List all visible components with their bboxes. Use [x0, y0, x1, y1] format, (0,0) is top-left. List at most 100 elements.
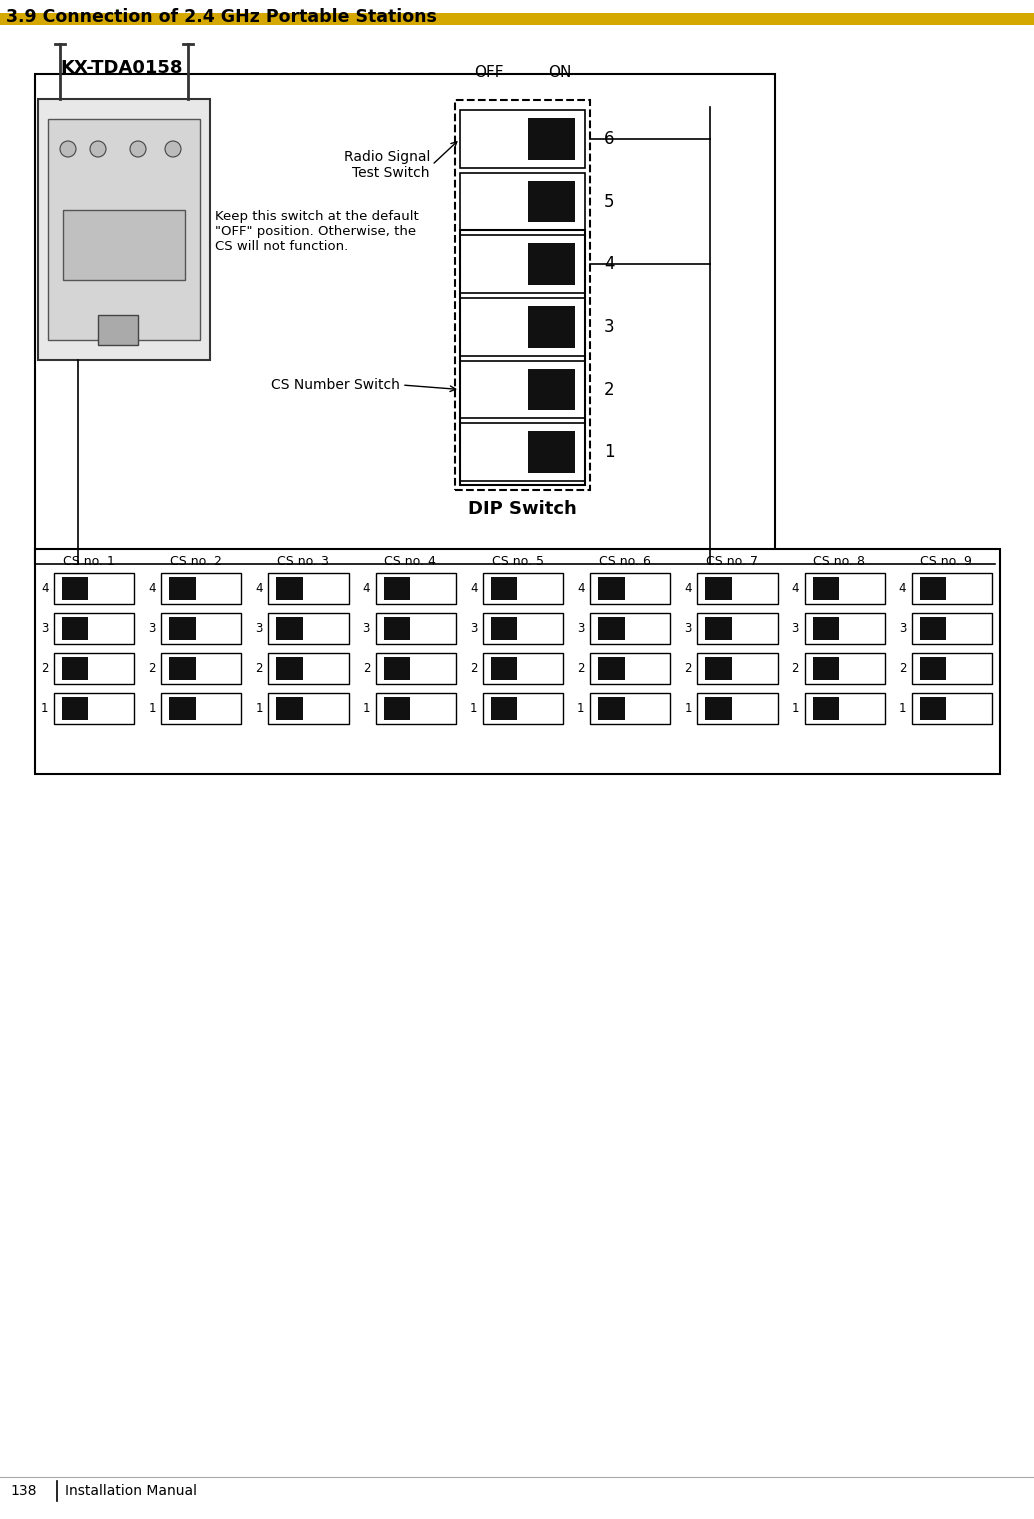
Text: 4: 4: [41, 582, 49, 595]
Bar: [170, 617, 195, 639]
Text: CS no. 4: CS no. 4: [385, 554, 436, 568]
Text: 2: 2: [685, 662, 692, 674]
Bar: [697, 653, 778, 684]
Bar: [912, 573, 992, 605]
Text: DIP Switch: DIP Switch: [468, 500, 577, 518]
Bar: [161, 653, 242, 684]
Bar: [54, 573, 134, 605]
Bar: [375, 573, 456, 605]
Bar: [491, 658, 517, 679]
Text: 4: 4: [899, 582, 906, 595]
Text: CS no. 1: CS no. 1: [63, 554, 115, 568]
Bar: [590, 573, 670, 605]
Circle shape: [130, 141, 146, 156]
Bar: [705, 697, 732, 720]
Bar: [54, 614, 134, 644]
Bar: [48, 118, 200, 340]
Text: 1: 1: [899, 702, 906, 715]
Bar: [527, 118, 575, 159]
Text: Radio Signal
Test Switch: Radio Signal Test Switch: [343, 150, 430, 181]
Bar: [38, 99, 210, 360]
Text: 2: 2: [792, 662, 799, 674]
Bar: [375, 614, 456, 644]
Text: 5: 5: [604, 193, 614, 211]
Text: 4: 4: [363, 582, 370, 595]
Text: 2: 2: [255, 662, 263, 674]
Bar: [460, 360, 585, 418]
Bar: [98, 314, 138, 345]
Text: 4: 4: [577, 582, 584, 595]
Text: 3: 3: [255, 621, 263, 635]
Bar: [705, 577, 732, 600]
Bar: [590, 653, 670, 684]
Bar: [590, 614, 670, 644]
Text: 1: 1: [577, 702, 584, 715]
Bar: [705, 658, 732, 679]
Text: 3: 3: [41, 621, 49, 635]
Bar: [460, 424, 585, 482]
Text: 138: 138: [10, 1484, 36, 1498]
Circle shape: [90, 141, 107, 156]
Bar: [813, 577, 839, 600]
Bar: [276, 658, 303, 679]
Circle shape: [165, 141, 181, 156]
Bar: [483, 653, 564, 684]
Bar: [483, 573, 564, 605]
Bar: [170, 658, 195, 679]
Text: 1: 1: [604, 444, 614, 462]
Bar: [375, 693, 456, 725]
Bar: [697, 693, 778, 725]
Bar: [62, 577, 89, 600]
Bar: [590, 693, 670, 725]
Bar: [697, 614, 778, 644]
Bar: [276, 697, 303, 720]
Bar: [804, 653, 885, 684]
Text: 4: 4: [148, 582, 156, 595]
Bar: [804, 693, 885, 725]
Bar: [54, 693, 134, 725]
Text: 1: 1: [792, 702, 799, 715]
Bar: [491, 577, 517, 600]
Bar: [0, 14, 1034, 24]
Bar: [35, 548, 1000, 775]
Text: 2: 2: [363, 662, 370, 674]
Bar: [912, 693, 992, 725]
Bar: [598, 617, 625, 639]
Bar: [483, 614, 564, 644]
Bar: [161, 614, 242, 644]
Bar: [813, 697, 839, 720]
Text: 4: 4: [685, 582, 692, 595]
Circle shape: [60, 141, 77, 156]
Text: Keep this switch at the default
"OFF" position. Otherwise, the
CS will not funct: Keep this switch at the default "OFF" po…: [215, 210, 419, 254]
Text: 1: 1: [41, 702, 49, 715]
Bar: [491, 617, 517, 639]
Text: CS no. 3: CS no. 3: [277, 554, 329, 568]
Bar: [35, 74, 776, 564]
Bar: [460, 173, 585, 231]
Text: 3: 3: [604, 317, 614, 336]
Text: 1: 1: [363, 702, 370, 715]
Text: 1: 1: [148, 702, 156, 715]
Bar: [62, 697, 89, 720]
Text: 2: 2: [604, 380, 614, 398]
Bar: [384, 577, 410, 600]
Bar: [804, 573, 885, 605]
Bar: [161, 573, 242, 605]
Bar: [527, 181, 575, 222]
Bar: [276, 617, 303, 639]
Text: 2: 2: [41, 662, 49, 674]
Text: 4: 4: [469, 582, 478, 595]
Text: KX-TDA0158: KX-TDA0158: [60, 59, 182, 77]
Text: CS no. 7: CS no. 7: [706, 554, 758, 568]
Text: 4: 4: [604, 255, 614, 273]
Text: CS no. 9: CS no. 9: [920, 554, 972, 568]
Text: 2: 2: [577, 662, 584, 674]
Text: 3: 3: [577, 621, 584, 635]
Text: 1: 1: [469, 702, 478, 715]
Bar: [697, 573, 778, 605]
Bar: [269, 573, 348, 605]
Bar: [455, 100, 590, 491]
Bar: [460, 298, 585, 355]
Text: CS no. 6: CS no. 6: [599, 554, 650, 568]
Text: 3: 3: [899, 621, 906, 635]
